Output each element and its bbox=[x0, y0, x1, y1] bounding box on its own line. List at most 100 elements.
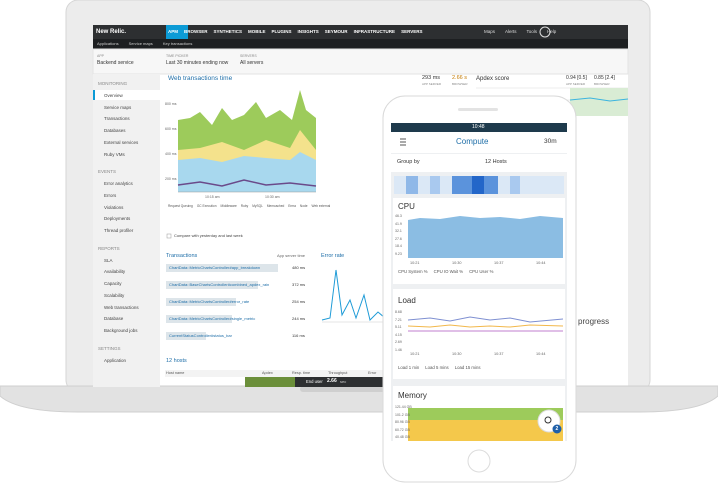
legend-item: GC Execution bbox=[196, 204, 217, 208]
app-title[interactable]: Compute bbox=[456, 137, 489, 146]
nav-item[interactable]: SERVERS bbox=[401, 29, 423, 34]
heatmap-cell bbox=[430, 176, 440, 194]
sidebar-item[interactable]: Scalability bbox=[104, 292, 125, 298]
heatmap-cell bbox=[510, 176, 520, 194]
legend-item: Memcached bbox=[266, 204, 285, 208]
tx-bar bbox=[166, 281, 258, 289]
nav-item[interactable]: Maps bbox=[484, 29, 496, 34]
heatmap-cell bbox=[452, 176, 472, 194]
x-label: 10:30 bbox=[452, 352, 462, 356]
memory-band bbox=[408, 408, 563, 420]
sidebar-item[interactable]: SLA bbox=[104, 257, 113, 263]
sidebar-item[interactable]: Database bbox=[104, 316, 124, 322]
nav-item[interactable]: SYNTHETICS bbox=[213, 29, 243, 34]
sidebar-heading: EVENTS bbox=[98, 169, 117, 175]
nav-item[interactable]: APM bbox=[168, 29, 178, 34]
footer-env bbox=[245, 377, 295, 387]
side-text: progress bbox=[578, 317, 610, 326]
apdex-value: 0.94 [0.5] bbox=[566, 75, 587, 81]
stat-label: BROWSER bbox=[452, 82, 468, 86]
legend-item: MySQL bbox=[252, 204, 263, 208]
sub-nav-item[interactable]: Applications bbox=[97, 41, 119, 46]
nav-item[interactable]: INSIGHTS bbox=[297, 29, 319, 34]
sidebar-item[interactable]: Error analytics bbox=[104, 181, 133, 187]
tx-name[interactable]: ChartData::MetricChartsController#app_br… bbox=[169, 265, 261, 270]
sidebar-item[interactable]: Deployments bbox=[104, 216, 131, 222]
y-label: 4.15 bbox=[395, 332, 402, 337]
sidebar-active bbox=[93, 90, 160, 100]
y-label: 7.21 bbox=[395, 317, 402, 322]
heatmap-cell bbox=[484, 176, 498, 194]
table-header bbox=[165, 370, 385, 377]
sidebar-item[interactable]: Thread profiler bbox=[104, 228, 134, 233]
stat-label: APP SERVER bbox=[422, 82, 442, 86]
tx-bar bbox=[166, 264, 278, 272]
tx-bar bbox=[166, 332, 206, 340]
nav-item[interactable]: MOBILE bbox=[248, 29, 266, 34]
y-label: 121.44 GB bbox=[395, 405, 412, 409]
filter-value[interactable]: All servers bbox=[240, 60, 264, 66]
sidebar-item[interactable]: Overview bbox=[104, 93, 123, 98]
sidebar-item[interactable]: External services bbox=[104, 139, 139, 145]
legend-item: Erma bbox=[288, 204, 296, 208]
sidebar-item[interactable]: Ruby VMs bbox=[104, 151, 125, 157]
sidebar-item[interactable]: Capacity bbox=[104, 281, 122, 287]
tx-name[interactable]: ChartData::MetricChartsController#single… bbox=[169, 316, 256, 321]
nav-item[interactable]: INFRASTRUCTURE bbox=[353, 29, 396, 34]
card-title: CPU bbox=[398, 202, 415, 211]
hosts-filter[interactable]: 12 Hosts bbox=[485, 159, 507, 165]
sidebar-item[interactable]: Web transactions bbox=[104, 304, 139, 310]
status-time: 10:48 bbox=[472, 124, 485, 130]
app-header bbox=[391, 132, 567, 153]
y-label: 27.6 bbox=[395, 236, 402, 241]
sidebar-item[interactable]: Availability bbox=[104, 269, 126, 275]
y-label: 40.48 GB bbox=[395, 435, 410, 439]
sub-nav-item[interactable]: Key transactions bbox=[162, 41, 193, 46]
sidebar-heading: REPORTS bbox=[98, 245, 120, 251]
legend-item: Load 5 mins bbox=[425, 365, 449, 370]
nav-item[interactable]: SEYMOUR bbox=[324, 29, 348, 34]
filter-label: APP bbox=[97, 54, 105, 58]
nav-item[interactable]: Alerts bbox=[505, 29, 517, 34]
nav-item[interactable]: Tools bbox=[526, 29, 538, 34]
sidebar-item[interactable]: Background jobs bbox=[104, 327, 138, 333]
filter-value[interactable]: Backend service bbox=[97, 60, 134, 66]
heatmap-cell bbox=[472, 176, 484, 194]
sidebar-item[interactable]: Violations bbox=[104, 204, 124, 210]
x-label: 10:21 bbox=[410, 261, 420, 265]
group-by[interactable]: Group by bbox=[397, 159, 420, 165]
heatmap-cell bbox=[406, 176, 418, 194]
filter-label: TIME PICKER bbox=[166, 54, 189, 58]
sidebar-item[interactable]: Service maps bbox=[104, 104, 132, 110]
sidebar-item[interactable]: Transactions bbox=[104, 116, 130, 122]
apdex-label: BROWSER bbox=[594, 82, 610, 86]
sub-nav-item[interactable]: Service maps bbox=[128, 41, 153, 46]
nav-items: APM BROWSER SYNTHETICS MOBILE PLUGINS INSIGHT… bbox=[168, 29, 423, 35]
tx-name[interactable]: ChartData::MetricChartsController#error_… bbox=[169, 299, 250, 304]
checkbox[interactable] bbox=[166, 233, 172, 239]
legend-item: Middleware bbox=[220, 204, 237, 208]
footer-bar bbox=[245, 377, 385, 387]
sidebar-item[interactable]: Databases bbox=[104, 128, 126, 134]
y-label: 9.23 bbox=[395, 251, 402, 256]
sidebar-item[interactable]: Application bbox=[104, 357, 127, 363]
apdex-label: APP SERVER bbox=[566, 82, 586, 86]
nav-item[interactable]: Help bbox=[547, 29, 557, 34]
nav-item[interactable]: BROWSER bbox=[184, 29, 208, 34]
error-title: Error rate bbox=[321, 253, 345, 259]
sidebar-item[interactable]: Errors bbox=[104, 192, 117, 198]
line-purple bbox=[177, 179, 317, 187]
menu-icon[interactable] bbox=[400, 138, 406, 146]
tx-bar bbox=[166, 315, 232, 323]
nav-item[interactable]: PLUGINS bbox=[271, 29, 292, 34]
tx-name[interactable]: ChartData::BaseChartsController#combined… bbox=[169, 282, 270, 287]
time-range[interactable]: 30m bbox=[544, 138, 557, 145]
tx-name[interactable]: CurrentStatusController#status_bar bbox=[169, 333, 232, 338]
footer-unit: sec bbox=[340, 379, 347, 384]
compare-label[interactable]: Compare with yesterday and last week bbox=[174, 233, 243, 238]
x-label: 10:44 bbox=[536, 261, 546, 265]
apdex-value: 0.85 [2.4] bbox=[594, 75, 615, 81]
x-label: 10:44 bbox=[536, 352, 546, 356]
x-label: 10:37 bbox=[494, 261, 504, 265]
filter-value[interactable]: Last 30 minutes ending now bbox=[166, 60, 229, 66]
